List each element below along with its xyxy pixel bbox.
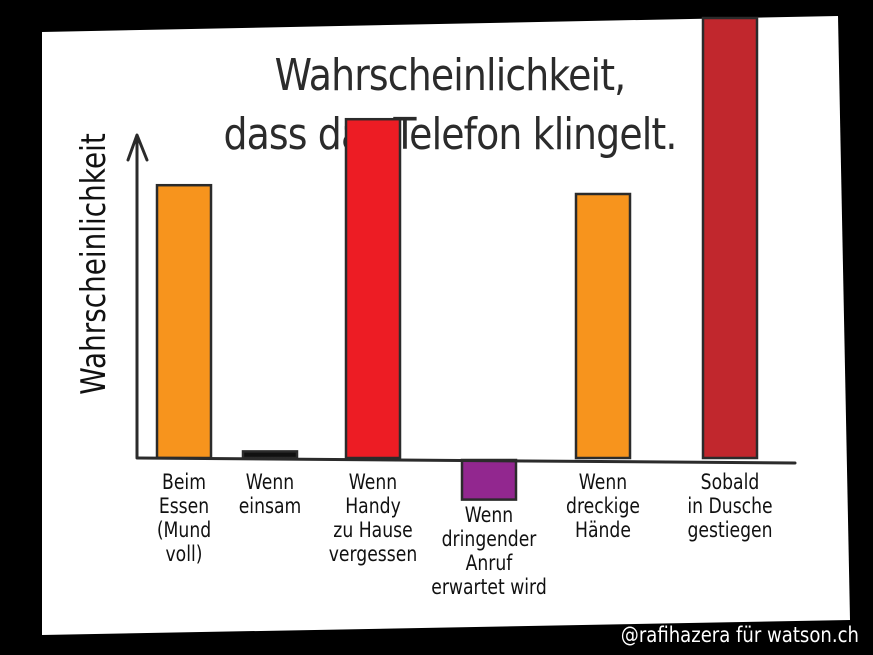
x-axis (135, 456, 797, 465)
category-label-line: (Mund (156, 518, 212, 542)
category-label-line: Wenn (348, 470, 398, 494)
category-label-line: Wenn (578, 470, 628, 494)
bar-4 (460, 458, 518, 501)
category-label-line: Wenn (245, 470, 295, 494)
category-label-line: erwartet wird (431, 575, 547, 599)
chart-title-line-1: Wahrscheinlichkeit, (274, 50, 627, 101)
category-label-6: Sobald in Dusche gestiegen (669, 470, 792, 542)
category-label-line: Wenn (464, 503, 514, 527)
category-label-line: gestiegen (687, 518, 773, 542)
category-label-line: dringender (441, 527, 537, 551)
category-label-line: Sobald (700, 470, 760, 494)
category-label-2: Wenn einsam (209, 470, 332, 518)
category-label-line: voll) (165, 542, 203, 566)
category-label-line: dreckige (566, 494, 640, 518)
category-label-1: Beim Essen (Mund voll) (123, 470, 246, 566)
category-label-line: zu Hause (333, 518, 413, 542)
category-label-line: vergessen (328, 542, 418, 566)
category-label-line: Anruf (465, 551, 513, 575)
y-axis-arrow-icon (126, 133, 149, 162)
category-label-line: Handy (345, 494, 401, 518)
bar-2 (241, 450, 299, 460)
bar-1 (155, 183, 213, 460)
category-label-line: Beim (162, 470, 206, 494)
chart-title-line-2: dass das Telefon klingelt. (223, 109, 677, 160)
category-label-3: Wenn Handy zu Hause vergessen (312, 470, 435, 566)
category-label-5: Wenn dreckige Hände (542, 470, 665, 542)
category-label-line: einsam (238, 494, 302, 518)
category-label-line: Hände (575, 518, 631, 542)
bar-3 (344, 117, 402, 460)
bar-5 (574, 192, 632, 460)
category-label-line: Essen (158, 494, 210, 518)
category-label-4: Wenn dringender Anruf erwartet wird (428, 503, 551, 599)
credit-text: @rafihazera für watson.ch (620, 623, 859, 647)
bar-6 (701, 16, 759, 460)
category-label-line: in Dusche (687, 494, 773, 518)
